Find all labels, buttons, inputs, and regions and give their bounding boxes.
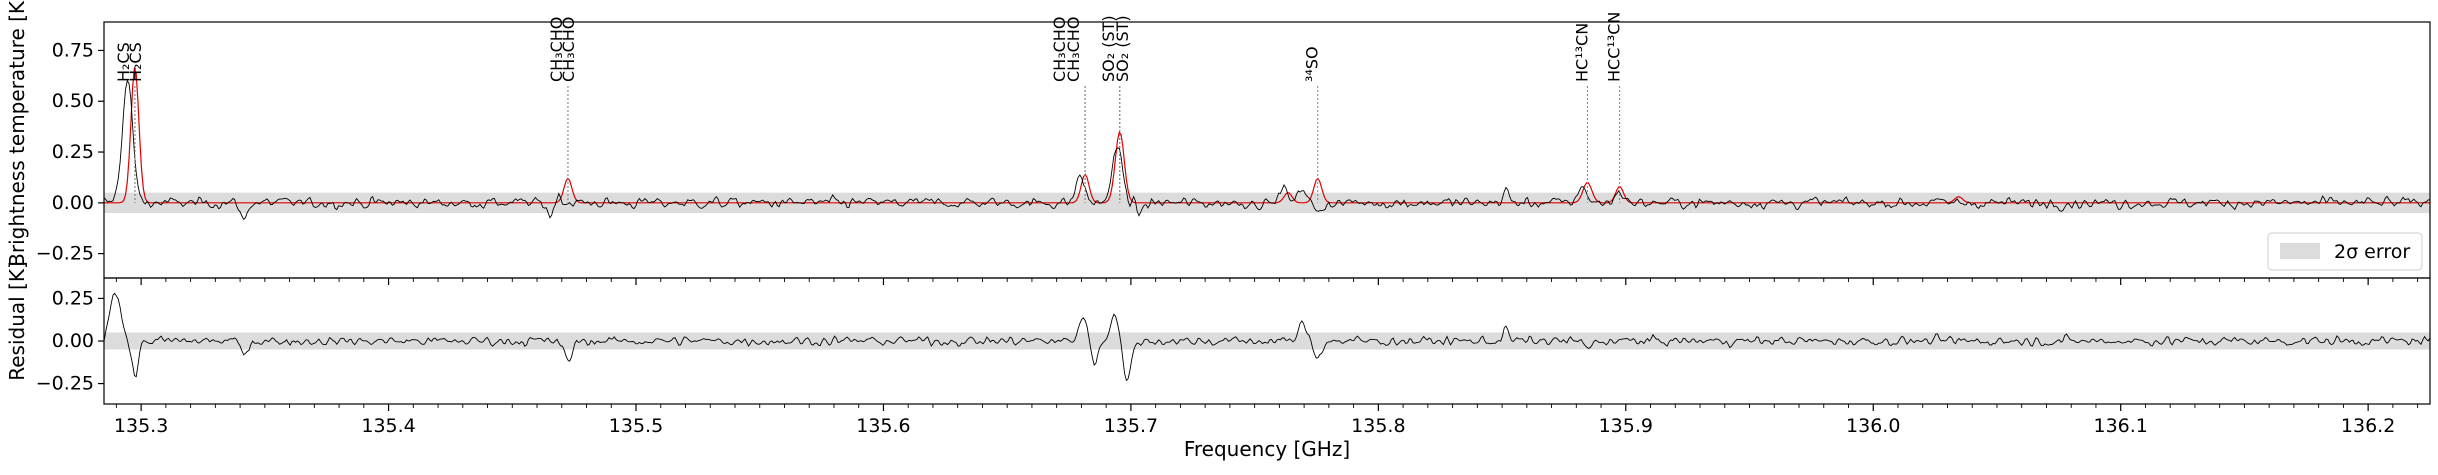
x-tick-label: 135.8 (1351, 415, 1405, 437)
residual-axes-frame (103, 277, 2431, 405)
y-tick-label: 0.00 (52, 192, 94, 214)
x-ticks: 135.3 135.4 135.5 135.6 135.7 135.8 135.9 136.0… (114, 404, 2419, 437)
legend: 2σ error (2267, 232, 2423, 271)
line-marker-label: HCC¹³CN (1605, 12, 1624, 82)
line-marker-label: SO₂ (ST) (1099, 15, 1118, 82)
line-marker-label: H₂CS (126, 42, 145, 82)
line-marker-label: CH₃CHO (1064, 17, 1083, 82)
legend-entry-label: 2σ error (2334, 241, 2410, 263)
line-marker-label: CH₃CHO (559, 17, 578, 82)
x-tick-label: 135.9 (1599, 415, 1653, 437)
line-marker-label: ³⁴SO (1303, 46, 1322, 82)
y-axis-label: Brightness temperature [K] (5, 0, 29, 267)
x-tick-label: 136.0 (1846, 415, 1900, 437)
x-axis-label: Frequency [GHz] (1184, 437, 1350, 461)
observed-spectrum-line (103, 79, 2431, 221)
line-marker-label: H₂CS (114, 42, 133, 82)
y-tick-label: 0.25 (52, 141, 94, 163)
x-tick-label: 135.4 (361, 415, 415, 437)
residual-noise-band (104, 332, 2430, 350)
line-marker-label: CH₃CHO (1050, 17, 1069, 82)
line-marker-label: SO₂ (ST) (1113, 15, 1132, 82)
residual-y-tick-label: 0.00 (52, 330, 94, 352)
top-x-ticks (115, 278, 2419, 285)
top-y-ticks: 0.75 0.50 0.25 0.00 −0.25 (36, 39, 104, 265)
legend-box (2267, 232, 2423, 271)
x-tick-label: 135.7 (1104, 415, 1158, 437)
y-tick-label: −0.25 (36, 243, 94, 265)
x-tick-label: 136.2 (2341, 415, 2395, 437)
y-tick-label: 0.75 (52, 39, 94, 61)
residual-y-axis-label: Residual [K] (5, 261, 29, 381)
y-tick-label: 0.50 (52, 90, 94, 112)
residual-y-ticks: 0.25 0.00 −0.25 (36, 287, 104, 395)
legend-swatch (2280, 243, 2320, 259)
model-spectrum-line (104, 67, 2430, 204)
x-tick-label: 135.3 (114, 415, 168, 437)
line-marker-label: CH₃CHO (547, 17, 566, 82)
residual-y-tick-label: −0.25 (36, 373, 94, 395)
line-marker-label: HC¹³CN (1572, 23, 1591, 82)
x-tick-label: 136.1 (2093, 415, 2147, 437)
residual-panel: 0.250.00−0.25 135.3 135.4 135.5 135.6 135.7 1… (5, 261, 2431, 461)
x-tick-label: 135.5 (609, 415, 663, 437)
residual-line (103, 292, 2431, 382)
residual-y-tick-label: 0.25 (52, 287, 94, 309)
x-tick-label: 135.6 (856, 415, 910, 437)
